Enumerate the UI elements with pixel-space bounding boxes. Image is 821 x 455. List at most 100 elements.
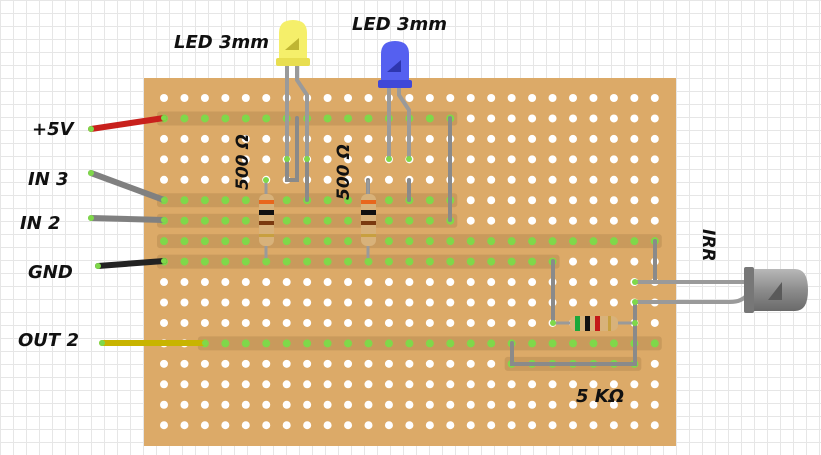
board-hole [405,298,414,307]
label-plus5v: +5V [32,119,76,140]
board-hole [569,257,577,266]
board-hole [364,298,373,307]
board-hole [507,216,516,225]
label-out2: OUT 2 [18,330,79,351]
board-hole [466,257,475,266]
board-hole [364,134,373,143]
board-hole [466,400,475,409]
wire-in3[interactable] [88,170,167,203]
board-hole [507,298,516,307]
board-hole [487,237,496,246]
board-hole [303,380,312,389]
board-hole [609,278,618,287]
board-hole [200,196,209,205]
board-hole [589,278,598,287]
board-hole [262,114,271,123]
board-hole [569,196,577,205]
resistor-500-2[interactable] [361,180,376,264]
board-hole [180,278,189,287]
board-hole [569,298,577,307]
board-hole [528,318,537,327]
board-hole [507,94,516,102]
board-hole [180,380,189,389]
wire-plus5v[interactable] [88,115,167,132]
board-hole [241,257,250,266]
board-hole [262,278,271,287]
board-hole [569,114,577,123]
board-hole [323,421,332,430]
board-hole [630,400,639,409]
board-hole [323,380,332,389]
board-hole [160,134,168,143]
wire-in2[interactable] [88,215,167,223]
board-hole [569,339,577,348]
board-hole [200,237,209,246]
wire-gnd[interactable] [95,258,167,269]
board-hole [466,318,475,327]
board-hole [364,318,373,327]
label-in3: IN 3 [28,169,69,190]
board-hole [303,339,312,348]
board-hole [425,421,434,430]
led-yellow[interactable] [276,20,310,162]
board-hole [221,380,230,389]
board-hole [241,175,250,184]
copper-strips [157,111,662,371]
resistor-500-1[interactable] [259,177,274,264]
board-hole [507,400,516,409]
board-hole [262,155,271,164]
board-hole [425,114,434,123]
board-hole [548,94,557,102]
board-hole [364,278,373,287]
board-hole [241,134,250,143]
board-hole [487,359,496,368]
board-hole [200,94,209,102]
board-hole [364,359,373,368]
board-hole [528,400,537,409]
board-hole [364,155,373,164]
board-hole [180,94,189,102]
board-hole [507,196,516,205]
board-hole [303,237,312,246]
board-hole [180,298,189,307]
board-hole [241,196,250,205]
board-hole [200,278,209,287]
board-hole [609,94,618,102]
board-hole [528,216,537,225]
board-hole [241,278,250,287]
board-hole [466,196,475,205]
board-hole [384,339,393,348]
board-hole [241,237,250,246]
board-hole [589,216,598,225]
board-hole [507,114,516,123]
board-hole [180,216,189,225]
board-hole [609,237,618,246]
board-hole [160,155,168,164]
led-blue[interactable] [378,41,412,162]
board-hole [487,196,496,205]
board-hole [487,380,496,389]
board-hole [221,134,230,143]
board-hole [282,380,291,389]
board-hole [487,175,496,184]
board-hole [323,339,332,348]
board-hole [180,134,189,143]
copper-strip [157,254,560,269]
board-hole [425,216,434,225]
board-hole [507,380,516,389]
board-hole [262,318,271,327]
board-hole [180,400,189,409]
board-hole [344,359,353,368]
resistor-5k[interactable] [550,316,638,331]
board-hole [405,257,414,266]
board-hole [241,298,250,307]
ir-receiver[interactable] [632,267,808,313]
board-hole [650,114,659,123]
board-hole [344,278,353,287]
board-hole [528,298,537,307]
board-hole [466,216,475,225]
board-hole [650,359,659,368]
board-hole [344,94,353,102]
board-hole [569,155,577,164]
board-hole [569,380,577,389]
